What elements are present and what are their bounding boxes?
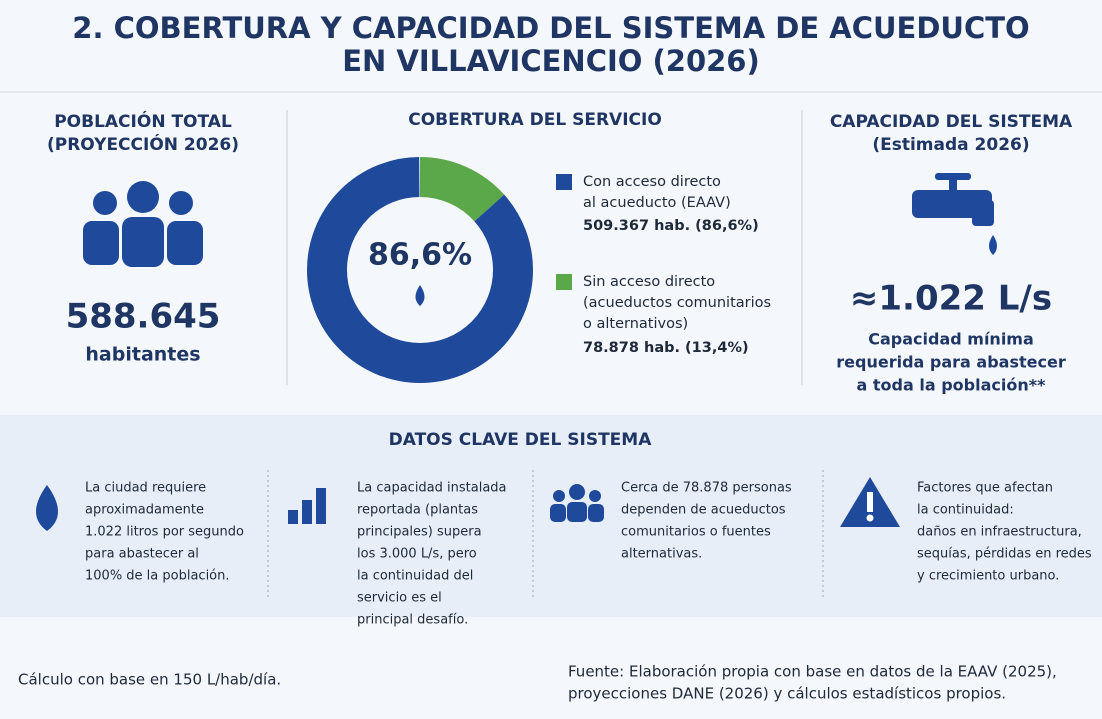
drop-icon — [415, 285, 425, 306]
heading: POBLACIÓN TOTAL — [54, 110, 232, 132]
key-fact-text: la continuidad del — [357, 569, 473, 584]
legend-swatch — [556, 174, 572, 190]
key-fact-text: los 3.000 L/s, pero — [357, 547, 477, 562]
key-fact-text: dependen de acueductos — [621, 503, 786, 518]
key-fact-text: Cerca de 78.878 personas — [621, 481, 792, 496]
legend-text: o alternativos) — [583, 316, 688, 332]
key-fact-text: principal desafío. — [357, 613, 468, 628]
key-fact-text: comunitarios o fuentes — [621, 525, 771, 540]
key-fact-text: sequías, pérdidas en redes — [917, 547, 1092, 562]
capacity-description: Capacidad mínima — [868, 330, 1034, 349]
key-fact-text: daños en infraestructura, — [917, 525, 1082, 540]
center-label: 86,6% — [368, 238, 472, 273]
legend-swatch — [556, 274, 572, 290]
bars-icon — [288, 488, 326, 524]
heading: COBERTURA DEL SERVICIO — [408, 110, 662, 130]
key-fact-text: Factores que afectan — [917, 481, 1053, 496]
heading: (Estimada 2026) — [872, 135, 1029, 155]
capacity-description: a toda la población** — [857, 376, 1047, 395]
key-fact-text: reportada (plantas — [357, 503, 478, 518]
source: Fuente: Elaboración propia con base en d… — [568, 663, 1057, 681]
legend-text: (acueductos comunitarios — [583, 295, 771, 311]
people-icon — [83, 181, 203, 267]
capacity-description: requerida para abastecer — [836, 353, 1066, 372]
key-fact-text: alternativas. — [621, 547, 702, 562]
drop-icon — [36, 485, 58, 531]
dividers — [267, 470, 824, 600]
key-fact-text: la continuidad: — [917, 503, 1014, 518]
key-fact-text: principales) supera — [357, 525, 482, 540]
people-icon — [550, 484, 604, 522]
heading: DATOS CLAVE DEL SISTEMA — [389, 430, 653, 450]
key-fact-text: La capacidad instalada — [357, 481, 507, 496]
legend-text: Sin acceso directo — [583, 274, 715, 290]
source: proyecciones DANE (2026) y cálculos esta… — [568, 685, 1006, 703]
key-fact-text: aproximadamente — [85, 503, 204, 518]
warning-icon — [840, 477, 900, 527]
legend-stat: 78.878 hab. (13,4%) — [583, 340, 749, 356]
key-fact-text: 1.022 litros por segundo — [85, 525, 244, 540]
title: EN VILLAVICENCIO (2026) — [342, 44, 759, 78]
legend-text: al acueducto (EAAV) — [583, 195, 731, 211]
title: 2. COBERTURA Y CAPACIDAD DEL SISTEMA DE … — [72, 11, 1029, 45]
key-fact-text: y crecimiento urbano. — [917, 569, 1059, 584]
key-fact-text: servicio es el — [357, 591, 442, 606]
donut-segment — [307, 157, 533, 383]
legend-text: Con acceso directo — [583, 174, 721, 190]
heading: (PROYECCIÓN 2026) — [47, 133, 239, 155]
key-fact-text: La ciudad requiere — [85, 481, 206, 496]
key-fact-text: para abastecer al — [85, 547, 199, 562]
heading: CAPACIDAD DEL SISTEMA — [830, 112, 1073, 132]
key-fact-text: 100% de la población. — [85, 569, 230, 584]
footnote: Cálculo con base en 150 L/hab/día. — [18, 671, 281, 689]
legend-stat: 509.367 hab. (86,6%) — [583, 218, 759, 234]
capacity-value: ≈1.022 L/s — [850, 279, 1052, 319]
population-value: 588.645 — [66, 297, 221, 337]
population-unit: habitantes — [85, 344, 200, 366]
tap-icon — [912, 173, 997, 255]
